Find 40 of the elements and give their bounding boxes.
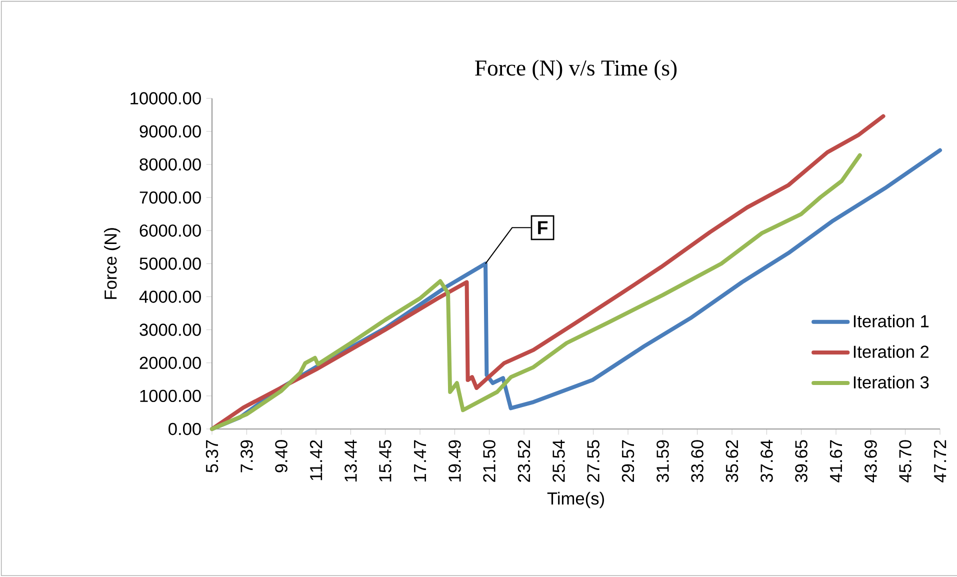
- y-tick-label: 9000.00: [140, 125, 201, 138]
- x-tick-label: 31.59: [656, 440, 669, 482]
- x-tick-label: 29.57: [622, 440, 634, 482]
- x-tick-label: 37.64: [760, 440, 773, 482]
- x-tick-label: 13.44: [344, 440, 357, 482]
- x-tick-label: 27.55: [587, 440, 600, 482]
- x-tick-label: 35.62: [726, 440, 738, 482]
- x-tick-label: 21.50: [483, 440, 496, 482]
- annotation: F: [538, 221, 548, 234]
- y-tick-label: 4000.00: [139, 290, 201, 303]
- chart-title: Force (N) v/s Time (s): [475, 60, 677, 80]
- x-tick-label: 7.39: [240, 440, 253, 472]
- x-tick-label: 11.42: [310, 440, 322, 480]
- y-tick-label: 10000.00: [130, 92, 201, 104]
- legend-label: Iteration 3: [854, 376, 929, 388]
- x-tick-label: 39.65: [795, 440, 808, 482]
- x-tick-label: 47.72: [934, 440, 946, 482]
- x-tick-label: 45.70: [899, 440, 912, 482]
- x-tick-label: 5.37: [206, 440, 218, 472]
- x-tick-label: 41.67: [830, 440, 842, 482]
- legend-label: Iteration 1: [854, 314, 929, 328]
- y-axis-title: Force (N): [104, 228, 120, 299]
- y-tick-label: 5000.00: [140, 258, 201, 270]
- y-tick-label: 0.00: [168, 422, 201, 436]
- x-tick-label: 33.60: [691, 440, 704, 482]
- y-tick-label: 6000.00: [140, 224, 201, 237]
- x-tick-label: 9.40: [275, 440, 288, 472]
- y-tick-label: 7000.00: [140, 191, 201, 204]
- x-tick-label: 25.54: [552, 440, 565, 482]
- x-tick-label: 19.49: [448, 440, 461, 482]
- legend-label: Iteration 2: [854, 345, 929, 358]
- y-tick-label: 3000.00: [140, 324, 201, 336]
- x-tick-label: 43.69: [864, 440, 877, 482]
- x-axis-title: Time(s): [547, 492, 604, 508]
- y-tick-label: 1000.00: [140, 390, 201, 402]
- x-tick-label: 17.47: [414, 440, 426, 482]
- y-tick-label: 2000.00: [140, 356, 201, 369]
- x-tick-label: 23.52: [518, 440, 530, 482]
- y-tick-label: 8000.00: [140, 158, 201, 171]
- x-tick-label: 15.45: [379, 440, 392, 482]
